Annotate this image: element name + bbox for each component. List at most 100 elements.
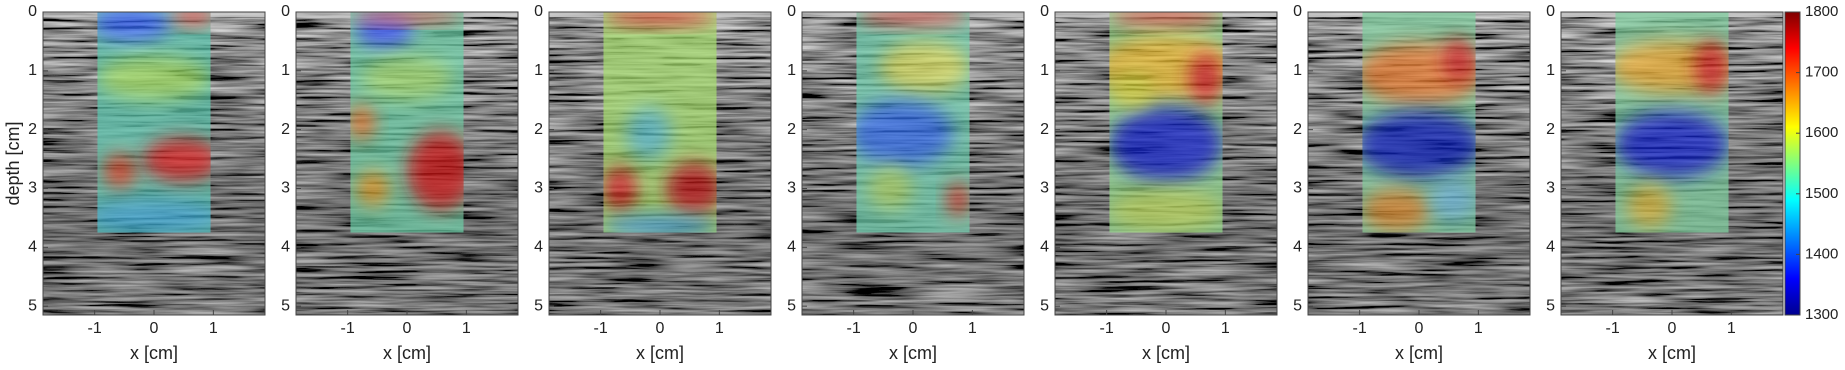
x-tick-label: -1 [1100,320,1114,337]
overlay-blob [603,166,638,211]
overlay-blob [665,162,717,215]
overlay-blob [1626,184,1672,229]
y-tick-label: 0 [1546,3,1555,20]
y-tick-label: 3 [1546,180,1555,197]
y-tick-label: 5 [1040,297,1049,314]
y-tick-label: 0 [281,3,290,20]
x-tick-label: 1 [715,320,724,337]
overlay-base [97,12,211,233]
overlay-blob [350,104,376,140]
overlay-blob [1441,38,1476,83]
overlay-blob [1109,71,1155,107]
y-tick-label: 2 [1040,121,1049,138]
colorbar-tick-label: 1600 [1805,124,1838,141]
y-tick-label: 1 [534,62,543,79]
y-tick-label: 1 [1040,62,1049,79]
y-tick-label: 1 [28,62,37,79]
y-tick-label: 5 [1293,297,1302,314]
y-tick-label: 2 [1293,121,1302,138]
y-tick-label: 4 [787,239,796,256]
y-tick-label: 3 [28,180,37,197]
y-tick-label: 0 [534,3,543,20]
x-tick-label: -1 [847,320,861,337]
y-tick-label: 2 [534,121,543,138]
overlay-blob [97,12,171,41]
overlay-blob [97,56,211,101]
overlay-blob [946,181,970,218]
y-tick-label: 3 [787,180,796,197]
overlay-blob [97,199,211,233]
overlay-blob [1109,12,1223,26]
y-tick-label: 2 [1546,121,1555,138]
y-tick-label: 4 [1040,239,1049,256]
overlay-blob [856,100,953,167]
y-tick-label: 0 [1293,3,1302,20]
y-tick-label: 3 [1040,180,1049,197]
x-axis-label: x [cm] [1142,343,1190,363]
sound-speed-overlay [603,12,717,233]
y-tick-label: 4 [281,239,290,256]
y-tick-label: 4 [1293,239,1302,256]
overlay-blob [1615,111,1729,178]
overlay-blob [603,12,717,26]
x-tick-label: 0 [909,320,918,337]
overlay-blob [170,12,211,26]
x-tick-label: 1 [462,320,471,337]
y-tick-label: 2 [787,121,796,138]
x-tick-label: -1 [594,320,608,337]
panel: 0 1 2 3 4 5 -1 0 1 x [cm] [281,3,519,363]
x-tick-label: -1 [1353,320,1367,337]
x-tick-label: 0 [1162,320,1171,337]
x-tick-label: 0 [403,320,412,337]
colorbar [1784,11,1801,316]
y-tick-label: 5 [534,297,543,314]
overlay-blob [1694,40,1729,94]
overlay-blob [626,106,672,160]
x-tick-label: 0 [656,320,665,337]
y-tick-label: 4 [28,239,37,256]
x-axis-label: x [cm] [1648,343,1696,363]
overlay-blob [361,56,453,101]
y-axis-label: depth [cm] [3,121,23,205]
overlay-blob [856,12,970,26]
x-tick-label: 1 [968,320,977,337]
x-tick-label: 1 [209,320,218,337]
y-tick-label: 1 [1293,62,1302,79]
x-tick-label: -1 [1606,320,1620,337]
overlay-blob [350,12,464,24]
overlay-blob [1109,188,1223,233]
y-tick-label: 2 [281,121,290,138]
panel: 0 1 2 3 4 5 -1 0 1 x [cm] [1293,3,1531,363]
y-tick-label: 4 [534,239,543,256]
y-tick-label: 1 [281,62,290,79]
sound-speed-overlay [1109,12,1223,233]
overlay-blob [603,214,717,233]
overlay-blob [103,153,138,189]
colorbar-tick-label: 1800 [1805,3,1838,20]
overlay-blob [1109,106,1223,182]
panel: 0 1 2 3 4 5 -1 0 1 x [cm] [1546,3,1784,363]
x-tick-label: 0 [150,320,159,337]
panel: 0 1 2 3 4 5 -1 0 1 x [cm] [1040,3,1278,363]
overlay-blob [1362,188,1431,233]
y-tick-label: 4 [1546,239,1555,256]
panel: 0 1 2 3 4 5 -1 0 1 x [cm] [534,3,772,363]
x-axis-label: x [cm] [636,343,684,363]
sound-speed-overlay [856,12,970,233]
overlay-blob [1362,111,1476,178]
sound-speed-overlay [1615,12,1729,233]
overlay-blob [407,131,464,211]
colorbar-tick-label: 1700 [1805,64,1838,81]
y-tick-label: 3 [534,180,543,197]
x-axis-label: x [cm] [1395,343,1443,363]
sound-speed-overlay [97,12,211,233]
colorbar-tick-label: 1300 [1805,306,1838,323]
y-tick-label: 3 [281,180,290,197]
y-tick-label: 0 [28,3,37,20]
y-tick-label: 1 [787,62,796,79]
sound-speed-overlay [1362,12,1476,233]
x-tick-label: 1 [1474,320,1483,337]
x-tick-label: 1 [1221,320,1230,337]
x-tick-label: 0 [1415,320,1424,337]
